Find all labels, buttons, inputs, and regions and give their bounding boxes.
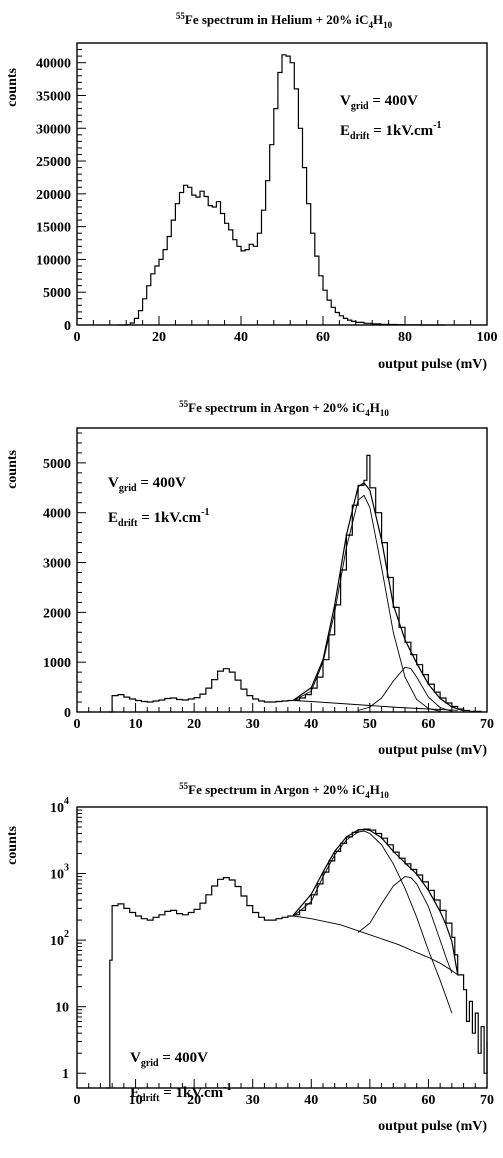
histogram-series: [118, 54, 446, 326]
plot-frame: [76, 427, 488, 713]
total-fit-curve: [293, 828, 459, 976]
y-tick-label: 103: [50, 863, 69, 883]
x-tick-label: 60: [316, 330, 330, 345]
fit-component-curve: [357, 876, 453, 974]
x-tick-label: 0: [74, 1093, 81, 1108]
y-tick-label: 104: [50, 796, 69, 816]
drift-field-annotation: Edrift = 1kV.cm-1: [108, 507, 210, 529]
x-tick-label: 0: [74, 330, 81, 345]
x-axis-label: output pulse (mV): [378, 743, 487, 758]
x-axis-label: output pulse (mV): [378, 1119, 487, 1134]
y-tick-label: 1: [62, 1067, 69, 1082]
x-axis-label: output pulse (mV): [378, 357, 487, 372]
fit-component-curve: [293, 700, 458, 711]
plot-frame: [76, 42, 488, 326]
histogram-series: [106, 828, 488, 1089]
y-tick-label: 0: [64, 319, 71, 334]
y-tick-label: 10000: [36, 253, 71, 268]
x-tick-label: 20: [187, 1093, 201, 1108]
chart-panel-3: 55Fe spectrum in Argon + 20% iC4H10 0 10 20…: [5, 781, 494, 1134]
x-tick-label: 70: [480, 1093, 494, 1108]
x-tick-label: 30: [246, 717, 260, 732]
plot-frame: [76, 806, 488, 1089]
chart-panel-1: 55Fe spectrum in Helium + 20% iC4H10 0 20 4…: [5, 11, 498, 372]
y-tick-label: 0: [64, 706, 71, 721]
y-tick-label: 30000: [36, 122, 71, 137]
x-tick-label: 40: [234, 330, 248, 345]
y-tick-label: 20000: [36, 188, 71, 203]
histogram-series: [109, 454, 482, 713]
y-tick-label: 35000: [36, 89, 71, 104]
y-tick-label: 4000: [43, 507, 71, 522]
x-tick-label: 20: [187, 717, 201, 732]
drift-field-annotation: Edrift = 1kV.cm-1: [340, 120, 442, 142]
x-tick-label: 20: [152, 330, 166, 345]
grid-voltage-annotation: Vgrid = 400V: [340, 93, 418, 112]
x-tick-label: 100: [477, 330, 498, 345]
fit-component-curve: [293, 494, 441, 712]
y-tick-label: 3000: [43, 557, 71, 572]
total-fit-curve: [293, 481, 464, 712]
fit-component-curve: [293, 830, 453, 1014]
chart-panel-2: 55Fe spectrum in Argon + 20% iC4H10 0 10 20…: [5, 399, 494, 758]
x-tick-label: 80: [398, 330, 412, 345]
grid-voltage-annotation: Vgrid = 400V: [108, 475, 186, 494]
x-tick-label: 70: [480, 717, 494, 732]
fit-component-curve: [293, 915, 458, 976]
x-tick-label: 10: [129, 717, 143, 732]
y-tick-label: 2000: [43, 606, 71, 621]
fit-component-curve: [357, 666, 453, 712]
y-axis-label: counts: [5, 67, 20, 106]
x-tick-label: 40: [304, 717, 318, 732]
x-tick-label: 50: [363, 717, 377, 732]
y-axis-label: counts: [5, 449, 20, 488]
x-tick-label: 10: [129, 1093, 143, 1108]
y-tick-label: 5000: [43, 457, 71, 472]
y-tick-label: 102: [50, 929, 69, 949]
y-axis-label: counts: [5, 825, 20, 864]
chart-title: 55Fe spectrum in Argon + 20% iC4H10: [179, 781, 389, 800]
x-tick-label: 40: [304, 1093, 318, 1108]
x-tick-label: 30: [246, 1093, 260, 1108]
y-tick-label: 10: [55, 1001, 69, 1016]
y-tick-label: 1000: [43, 656, 71, 671]
y-tick-label: 40000: [36, 57, 71, 72]
chart-title: 55Fe spectrum in Argon + 20% iC4H10: [179, 399, 389, 418]
x-tick-label: 0: [74, 717, 81, 732]
y-tick-label: 5000: [43, 286, 71, 301]
x-tick-label: 60: [421, 717, 435, 732]
x-tick-label: 60: [421, 1093, 435, 1108]
chart-title: 55Fe spectrum in Helium + 20% iC4H10: [176, 11, 393, 30]
x-tick-label: 50: [363, 1093, 377, 1108]
y-tick-label: 15000: [36, 221, 71, 236]
grid-voltage-annotation: Vgrid = 400V: [130, 1050, 208, 1069]
y-tick-label: 25000: [36, 155, 71, 170]
drift-field-annotation: Edrift = 1kV.cm-1: [130, 1082, 232, 1104]
